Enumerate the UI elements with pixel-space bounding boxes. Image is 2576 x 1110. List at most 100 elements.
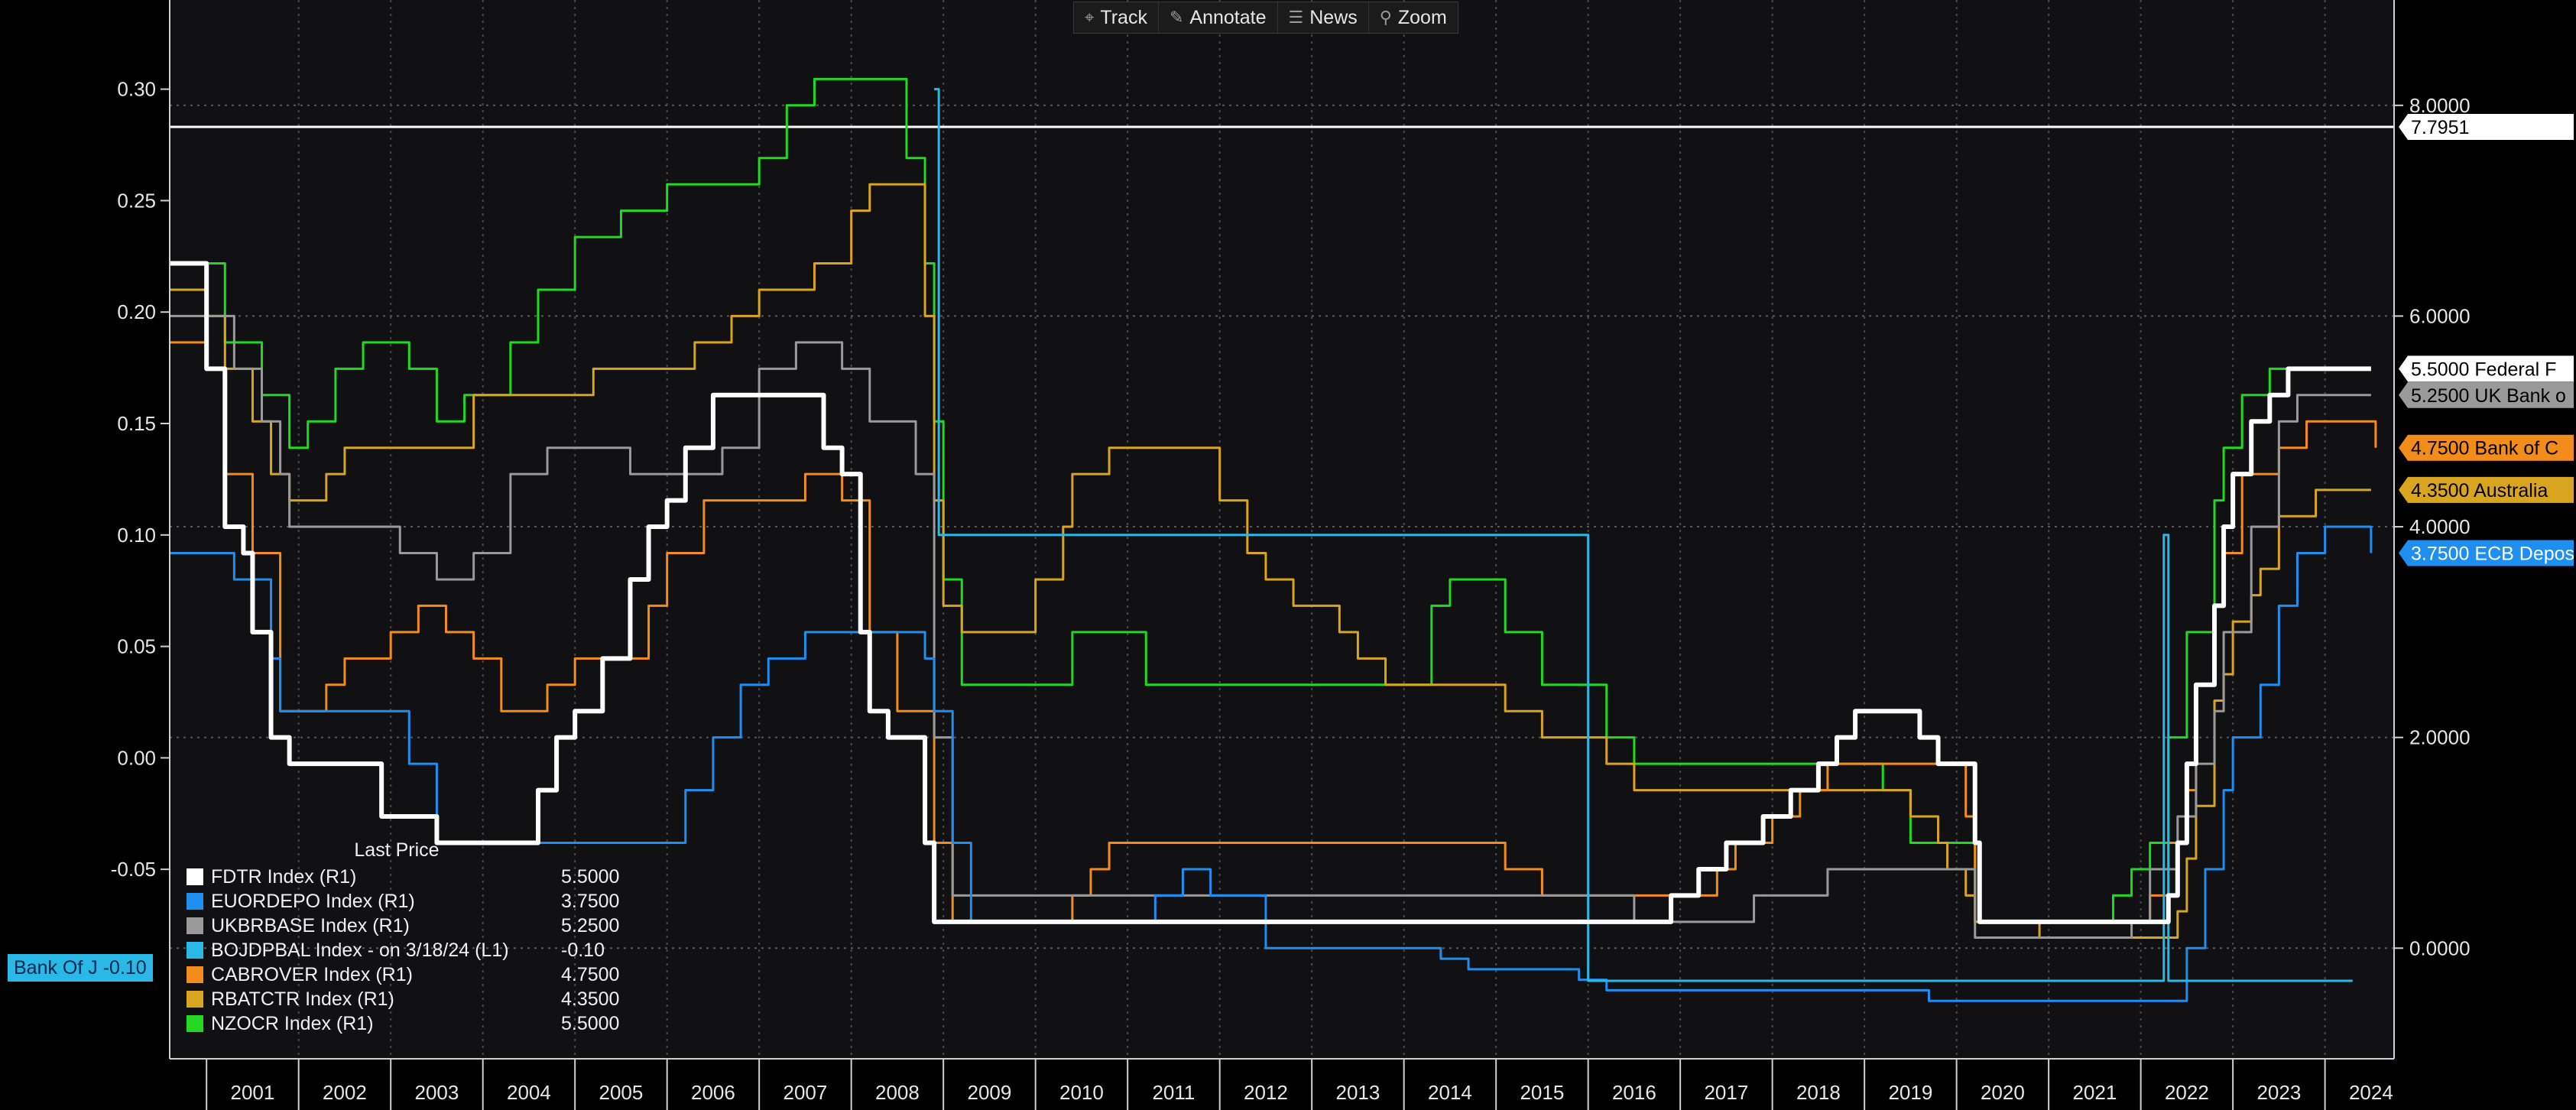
right-tag-label: 5.5000 Federal F: [2411, 359, 2556, 380]
right-tick-label: 2.0000: [2409, 726, 2471, 749]
right-tag-label: 7.7951: [2411, 117, 2469, 138]
legend-item: EUORDEPO Index (R1) 3.7500: [187, 889, 638, 914]
right-tick-label: 0.0000: [2409, 936, 2471, 959]
legend-item: NZOCR Index (R1) 5.5000: [187, 1011, 638, 1036]
x-tick-label: 2019: [1888, 1081, 1932, 1104]
right-value-tag: 5.5000 Federal F: [2399, 355, 2574, 382]
legend-item-name: RBATCTR Index (R1): [211, 988, 394, 1010]
series-line-rbatctr-index: [170, 183, 2371, 940]
x-tick-label: 2020: [1981, 1081, 2025, 1104]
track-label: Track: [1100, 6, 1147, 28]
legend-item-value: 5.5000: [561, 1012, 620, 1034]
right-value-tag: 7.7951: [2399, 114, 2574, 141]
legend-item: UKBRBASE Index (R1) 5.2500: [187, 914, 638, 938]
annotate-label: Annotate: [1189, 6, 1267, 28]
left-tick-label: 0.30: [117, 78, 156, 101]
news-icon: ☰: [1288, 8, 1304, 27]
x-tick-label: 2004: [507, 1081, 551, 1104]
right-tag-label: 3.7500 ECB Depos: [2411, 544, 2574, 565]
left-tick-label: 0.15: [117, 412, 156, 435]
annotate-button[interactable]: ✎ Annotate: [1159, 2, 1278, 33]
plot-area: [170, 0, 2394, 1059]
legend-swatch: [187, 893, 203, 910]
legend-rows: FDTR Index (R1) 5.5000 EUORDEPO Index (R1)…: [187, 865, 638, 1036]
legend-swatch: [187, 966, 203, 983]
series-line-fdtr-index: [170, 261, 2371, 924]
legend-title: Last Price: [354, 839, 440, 861]
right-value-tag: 4.3500 Australia: [2399, 476, 2574, 503]
series-line-nzocr-index: [170, 77, 2371, 923]
zoom-label: Zoom: [1397, 6, 1447, 28]
crosshair-icon: ⌖: [1085, 8, 1095, 27]
legend: Last Price FDTR Index (R1) 5.5000 EUORDEPO…: [187, 839, 638, 1036]
legend-item: FDTR Index (R1) 5.5000: [187, 865, 638, 889]
legend-item-name: EUORDEPO Index (R1): [211, 890, 415, 912]
left-tick-label: -0.05: [111, 858, 156, 881]
grid: [170, 0, 2394, 1059]
legend-item-value: 4.3500: [561, 988, 620, 1010]
zoom-button[interactable]: ⚲ Zoom: [1369, 2, 1458, 33]
right-tag-box: [2399, 114, 2574, 141]
right-value-tag: 5.2500 UK Bank o: [2399, 381, 2574, 408]
x-tick-label: 2018: [1796, 1081, 1841, 1104]
track-button[interactable]: ⌖ Track: [1074, 2, 1159, 33]
pencil-icon: ✎: [1169, 8, 1184, 27]
x-tick-label: 2005: [599, 1081, 644, 1104]
x-tick-label: 2023: [2256, 1081, 2301, 1104]
legend-swatch: [187, 942, 203, 959]
x-tick-label: 2006: [691, 1081, 735, 1104]
series-line-bojdpbal-index: [934, 88, 2353, 982]
news-label: News: [1309, 6, 1358, 28]
left-tick-label: 0.25: [117, 189, 156, 212]
legend-item: CABROVER Index (R1) 4.7500: [187, 962, 638, 987]
x-tick-label: 2001: [231, 1081, 275, 1104]
x-tick-label: 2007: [784, 1081, 828, 1104]
x-tick-label: 2014: [1428, 1081, 1472, 1104]
x-tick-label: 2008: [875, 1081, 920, 1104]
right-tag-box: [2399, 381, 2574, 408]
legend-swatch: [187, 1015, 203, 1032]
right-tag-box: [2399, 434, 2574, 461]
right-tag-box: [2399, 540, 2574, 566]
right-tick-label: 6.0000: [2409, 304, 2471, 327]
left-tick-label: 0.20: [117, 300, 156, 323]
series-layer: [170, 77, 2394, 1002]
legend-item: RBATCTR Index (R1) 4.3500: [187, 987, 638, 1011]
x-tick-label: 2021: [2072, 1081, 2117, 1104]
axes: 0.30 0.25 0.20 0.15 0.10 0.05 0.00 -0.05 8.0000 6…: [111, 0, 2574, 1110]
right-tick-label: 4.0000: [2409, 515, 2471, 538]
legend-item-name: FDTR Index (R1): [211, 865, 357, 888]
x-tick-label: 2013: [1335, 1081, 1380, 1104]
right-tag-label: 4.7500 Bank of C: [2411, 438, 2558, 459]
boj-left-tag: Bank Of J -0.10: [8, 954, 153, 982]
right-tag-label: 4.3500 Australia: [2411, 480, 2548, 501]
right-tag-label: 5.2500 UK Bank o: [2411, 385, 2566, 407]
x-tick-label: 2016: [1612, 1081, 1656, 1104]
legend-item-value: 3.7500: [561, 890, 620, 912]
legend-item-value: 4.7500: [561, 963, 620, 985]
legend-item-name: CABROVER Index (R1): [211, 963, 413, 985]
legend-item-value: 5.5000: [561, 865, 620, 888]
left-tick-label: 0.05: [117, 635, 156, 658]
x-tick-label: 2022: [2165, 1081, 2209, 1104]
x-tick-label: 2024: [2349, 1081, 2393, 1104]
right-value-tag: 4.7500 Bank of C: [2399, 434, 2574, 461]
series-line-ukbrbase-index: [170, 314, 2371, 940]
right-value-tag: 3.7500 ECB Depos: [2399, 540, 2574, 566]
right-tick-label: 8.0000: [2409, 94, 2471, 117]
legend-item-name: UKBRBASE Index (R1): [211, 914, 410, 936]
news-button[interactable]: ☰ News: [1278, 2, 1369, 33]
x-tick-label: 2012: [1244, 1081, 1288, 1104]
series-line-euordepo-index: [170, 525, 2373, 1002]
legend-swatch: [187, 917, 203, 934]
left-tick-label: 0.10: [117, 524, 156, 547]
x-tick-label: 2011: [1152, 1081, 1195, 1104]
legend-item-value: 5.2500: [561, 914, 620, 936]
x-tick-label: 2009: [968, 1081, 1012, 1104]
legend-item-value: -0.10: [561, 939, 605, 961]
legend-swatch: [187, 991, 203, 1008]
legend-item: BOJDPBAL Index - on 3/18/24 (L1) -0.10: [187, 938, 638, 962]
x-tick-label: 2003: [415, 1081, 459, 1104]
legend-item-name: BOJDPBAL Index - on 3/18/24 (L1): [211, 939, 509, 961]
